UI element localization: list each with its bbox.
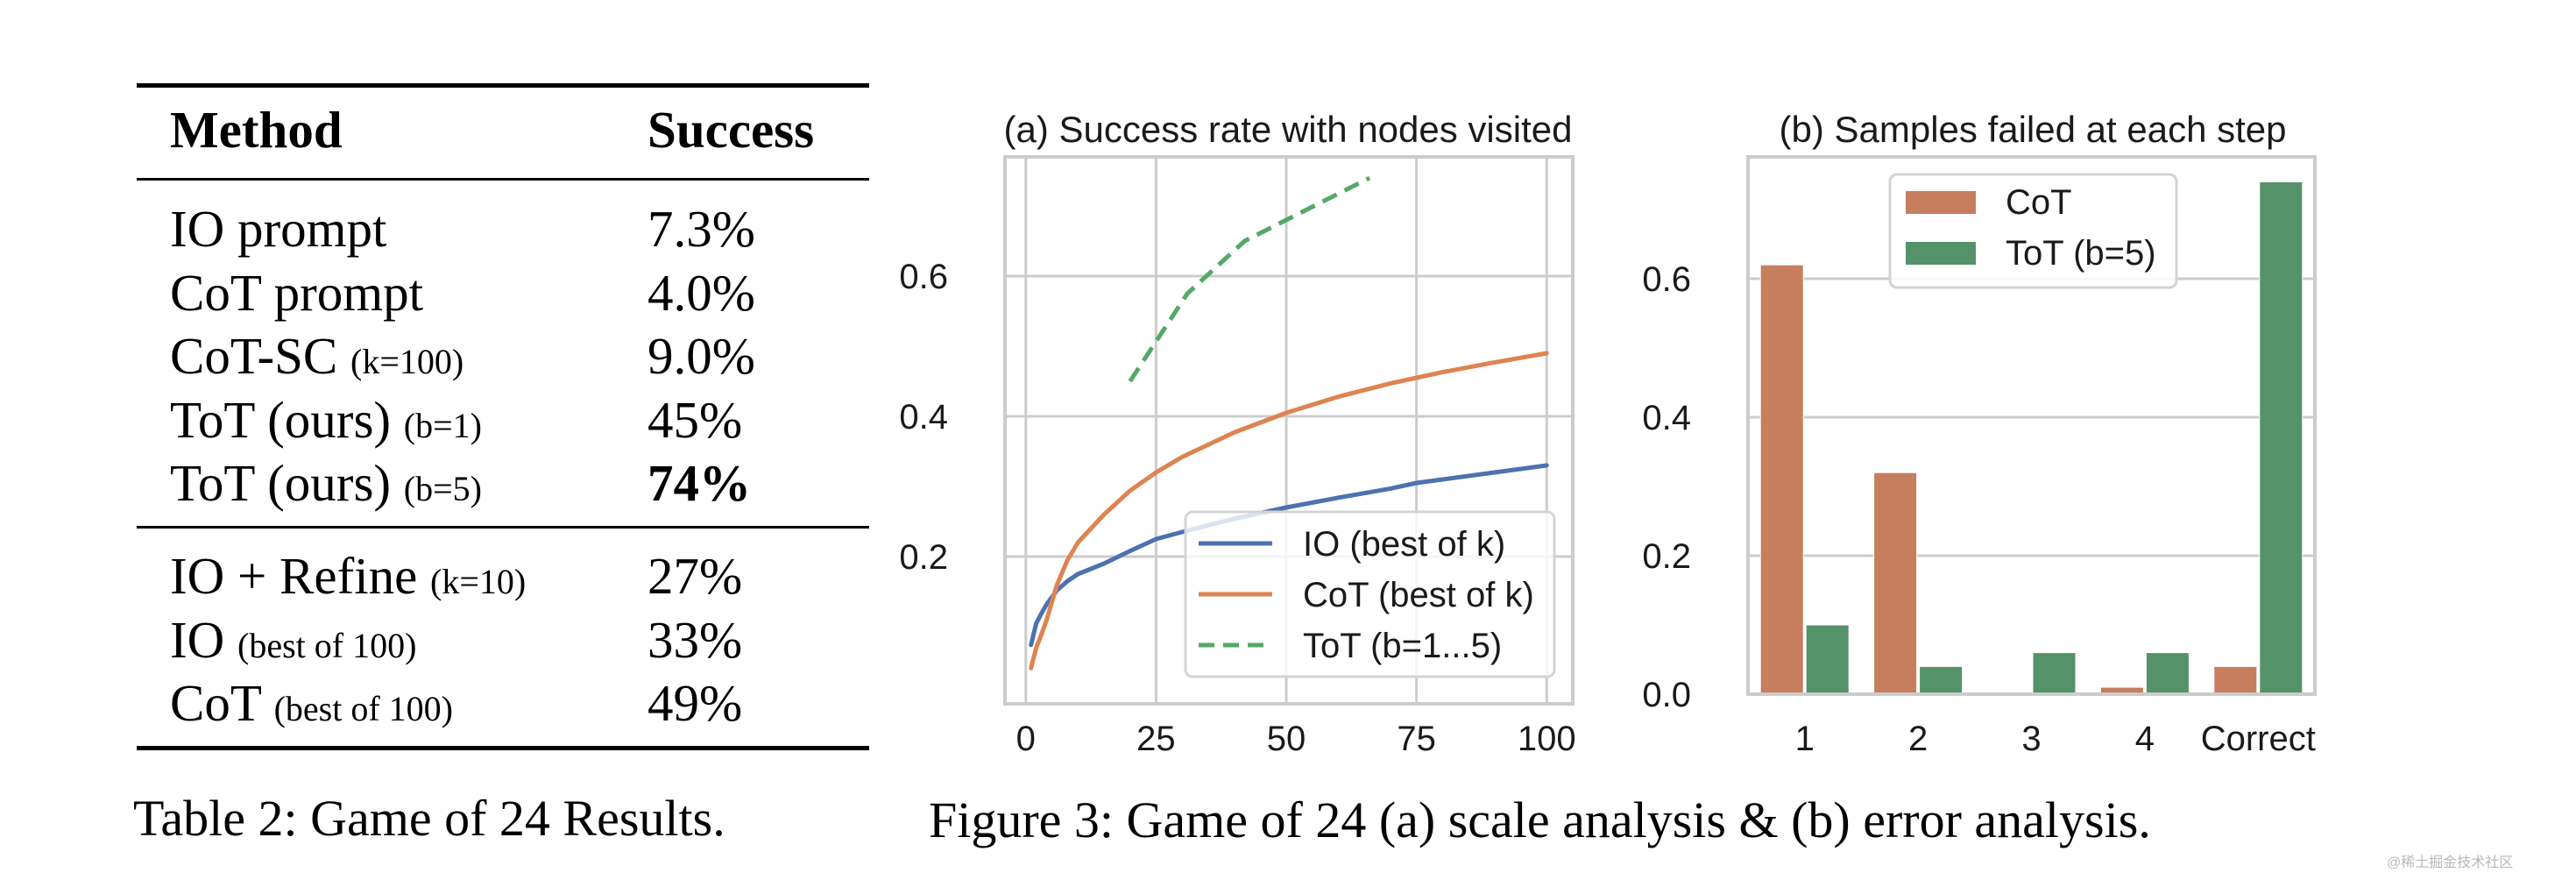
table-row-success: 74% [648, 454, 751, 512]
chart-b-xtick-label: Correct [2201, 720, 2316, 758]
chart-b-bar-tot [2145, 652, 2190, 695]
chart-b-legend-swatch-cot [1906, 191, 1976, 214]
chart-b-bar-cot [1759, 264, 1804, 695]
method-name: CoT [170, 674, 261, 732]
table-row-method: ToT (ours) (b=5) [170, 458, 482, 509]
chart-a-xtick-label: 25 [1136, 720, 1176, 758]
method-params: (best of 100) [237, 625, 417, 665]
chart-b-bar-cot [1873, 472, 1918, 695]
header-method: Method [170, 101, 343, 159]
table-row-success: 45% [648, 390, 743, 449]
chart-b-xtick-label: 1 [1795, 720, 1815, 758]
chart-a-line-io [1029, 463, 1549, 648]
chart-a-frame [1003, 155, 1575, 706]
chart-a-xtick-label: 100 [1518, 720, 1576, 758]
chart-a-xtick-label: 50 [1267, 720, 1306, 758]
chart-a-xtick-label: 75 [1397, 720, 1436, 758]
table-row-success: 49% [648, 674, 743, 732]
chart-b-xtick-label: 2 [1908, 720, 1928, 758]
table-top-rule [137, 83, 869, 88]
table-row-success: 9.0% [648, 327, 755, 385]
method-params: (b=1) [403, 405, 482, 445]
table-row-method: IO (best of 100) [170, 614, 416, 666]
chart-b-bar-cot [2213, 665, 2258, 695]
chart-a-legend-label: ToT (b=1...5) [1303, 627, 1502, 665]
method-name: ToT (ours) [170, 390, 392, 449]
table-row-method: CoT prompt [170, 263, 424, 322]
header-success: Success [648, 101, 815, 159]
table-row-method: CoT (best of 100) [170, 678, 453, 729]
chart-b-frame [1746, 155, 2317, 696]
chart-b-ytick-label: 0.0 [1642, 676, 1691, 714]
method-name: CoT prompt [170, 263, 424, 322]
method-params: (b=5) [403, 469, 482, 508]
chart-a-success-rate: (a) Success rate with nodes visited 0 25 5… [899, 109, 1575, 758]
table-bottom-rule [137, 746, 869, 750]
table-row-success: 27% [648, 547, 743, 605]
chart-b-bar-tot [1805, 624, 1850, 695]
table-caption: Table 2: Game of 24 Results. [133, 790, 725, 847]
chart-a-ytick-label: 0.4 [899, 398, 948, 436]
results-table: Method Success IO prompt 7.3% CoT prompt 4.… [137, 0, 869, 880]
table-header-rule [137, 178, 869, 181]
chart-b-bar-tot [1919, 665, 1964, 695]
chart-b-ytick-label: 0.4 [1642, 399, 1691, 437]
chart-a-legend-label: CoT (best of k) [1303, 576, 1534, 614]
method-params: (best of 100) [273, 689, 453, 728]
chart-b-ytick-label: 0.6 [1642, 260, 1691, 299]
figure-caption: Figure 3: Game of 24 (a) scale analysis … [929, 791, 2151, 848]
table-row-method: CoT-SC (k=100) [170, 330, 464, 382]
chart-a-ytick-label: 0.6 [899, 258, 948, 296]
method-name: IO [170, 610, 225, 669]
chart-b-bar-tot [2032, 652, 2077, 695]
chart-a-legend-label: IO (best of k) [1303, 525, 1505, 564]
chart-a-legend-box [1184, 510, 1556, 678]
method-name: IO + Refine [170, 547, 418, 605]
chart-b-xtick-label: 3 [2021, 720, 2041, 758]
table-row-method: IO prompt [170, 203, 386, 255]
chart-b-xtick-label: 4 [2135, 720, 2155, 758]
table-row-success: 33% [648, 610, 743, 669]
chart-b-bar-tot [2259, 181, 2304, 695]
chart-b-legend-label: CoT [2006, 183, 2072, 222]
chart-b-title: (b) Samples failed at each step [1780, 109, 2287, 150]
chart-a-line-tot [1128, 175, 1371, 383]
method-params: (k=10) [430, 562, 527, 601]
watermark: @稀土掘金技术社区 [2387, 855, 2514, 870]
chart-b-failed-samples: (b) Samples failed at each step 0.00.20.… [1642, 109, 2317, 758]
table-row-method: IO + Refine (k=10) [170, 550, 526, 602]
chart-a-lines [1029, 175, 1549, 671]
chart-b-legend-label: ToT (b=5) [2006, 234, 2156, 273]
chart-b-legend-swatch-tot [1906, 242, 1976, 265]
method-name: IO prompt [170, 200, 387, 258]
chart-b-bars [1759, 181, 2304, 695]
chart-a-xtick-label: 0 [1016, 720, 1036, 758]
chart-a-line-cot [1029, 351, 1549, 671]
chart-b-legend: CoT ToT (b=5) [1888, 173, 2178, 289]
chart-a-ytick-label: 0.2 [899, 538, 948, 577]
chart-b-ytick-label: 0.2 [1642, 537, 1691, 576]
chart-a-title: (a) Success rate with nodes visited [1004, 109, 1573, 150]
method-params: (k=100) [350, 342, 464, 381]
table-row-success: 4.0% [648, 263, 755, 322]
table-row-success: 7.3% [648, 200, 755, 258]
method-name: CoT-SC [170, 327, 338, 385]
chart-a-legend: IO (best of k) CoT (best of k) ToT (b=1...… [1184, 510, 1556, 678]
chart-b-ticks: 0.0 0.2 0.4 0.6 1 2 3 4 Correct [1642, 260, 2315, 758]
table-mid-rule [137, 526, 869, 529]
method-name: ToT (ours) [170, 454, 392, 512]
chart-a-ticks: 0 25 50 75 100 0.2 0.4 0.6 [899, 258, 1575, 758]
table-row-method: ToT (ours) (b=1) [170, 394, 482, 446]
